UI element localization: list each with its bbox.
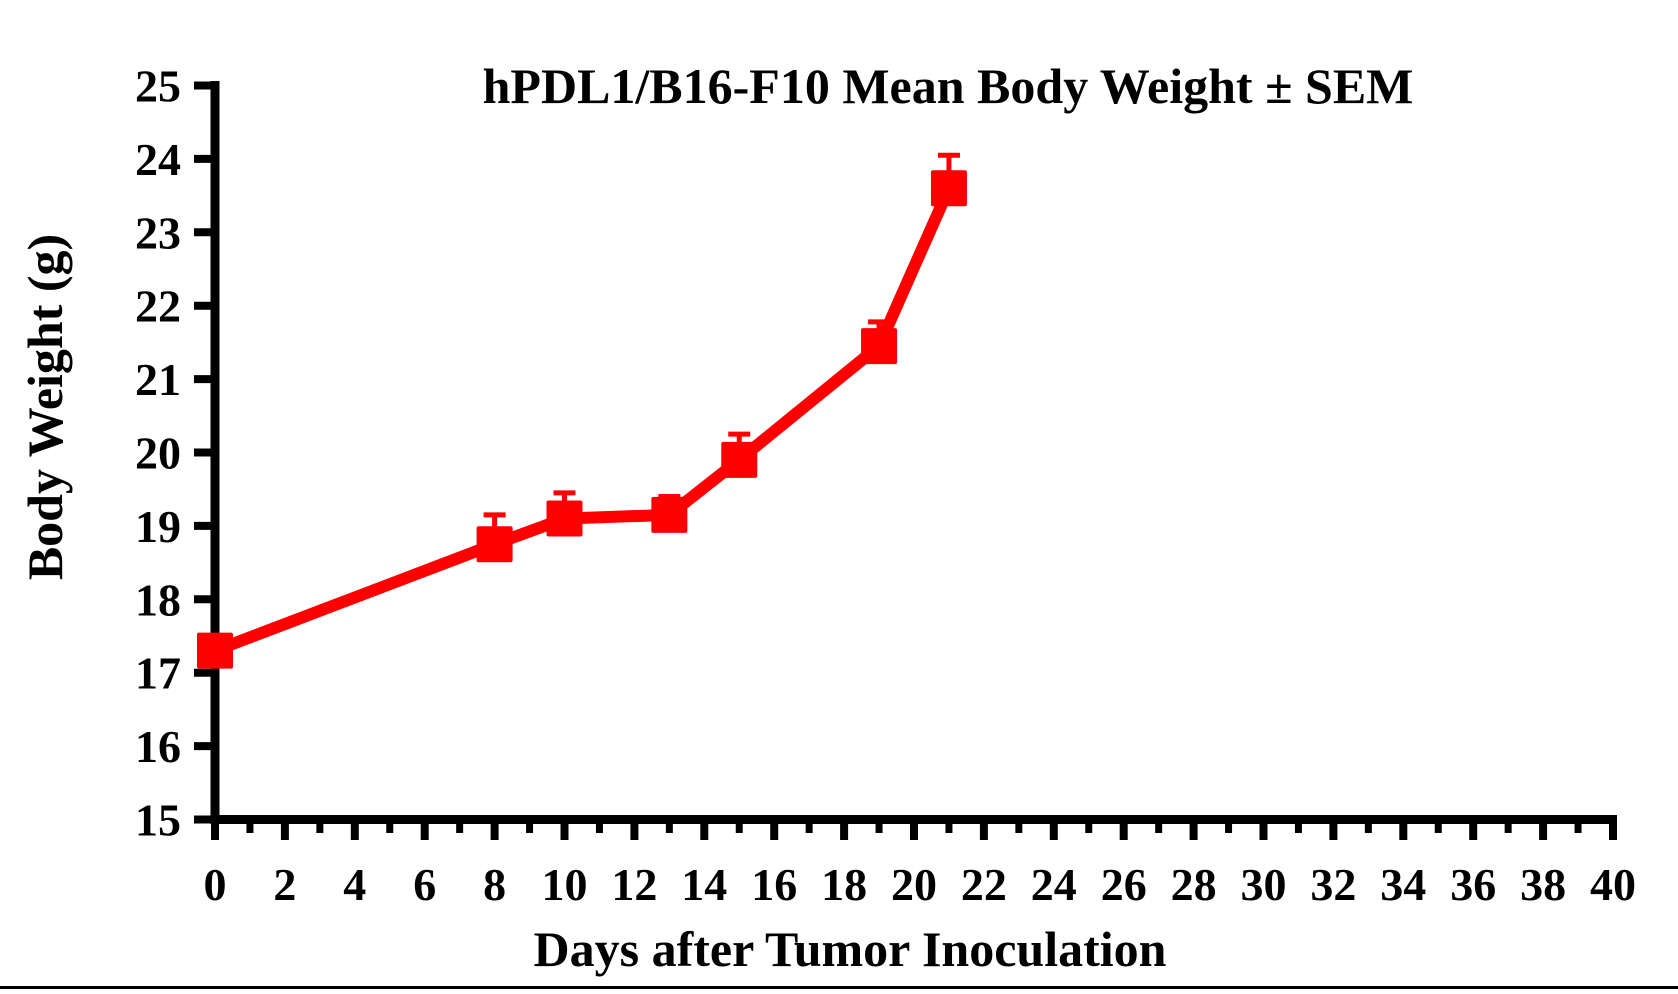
x-tick-label: 14	[681, 859, 727, 910]
data-point-marker	[476, 526, 513, 563]
data-point-marker	[861, 328, 898, 365]
x-tick-label: 20	[891, 859, 937, 910]
y-tick-label: 18	[135, 574, 181, 625]
x-tick-label: 38	[1520, 859, 1566, 910]
x-tick-label: 10	[542, 859, 588, 910]
x-tick-label: 16	[751, 859, 797, 910]
data-point-marker	[651, 496, 688, 533]
y-tick-label: 20	[135, 428, 181, 479]
series-line	[212, 185, 955, 657]
data-point-marker	[197, 632, 233, 669]
x-tick-label: 12	[611, 859, 657, 910]
x-tick-label: 40	[1590, 859, 1636, 910]
y-tick-label: 17	[135, 648, 181, 699]
x-tick-label: 18	[821, 859, 867, 910]
x-tick-label: 8	[483, 859, 506, 910]
y-tick-label: 23	[135, 207, 181, 258]
y-tick-label: 19	[135, 501, 181, 552]
y-axis-title: Body Weight (g)	[17, 234, 73, 580]
x-tick-label: 2	[273, 859, 296, 910]
data-point-marker	[721, 441, 758, 478]
data-line	[212, 185, 955, 657]
x-tick-label: 4	[343, 859, 366, 910]
x-tick-label: 0	[204, 859, 227, 910]
x-tick-label: 30	[1241, 859, 1287, 910]
bottom-border	[0, 986, 1678, 989]
x-axis-title: Days after Tumor Inoculation	[534, 921, 1167, 977]
x-tick-label: 22	[961, 859, 1007, 910]
x-tick-label: 34	[1380, 859, 1426, 910]
y-tick-label: 15	[135, 795, 181, 846]
x-tick-label: 26	[1101, 859, 1147, 910]
data-point-marker	[930, 170, 967, 207]
y-tick-label: 24	[135, 134, 181, 185]
x-tick-label: 28	[1171, 859, 1217, 910]
y-tick-label: 25	[135, 61, 181, 112]
chart-title: hPDL1/B16-F10 Mean Body Weight ± SEM	[483, 58, 1414, 114]
x-tick-label: 6	[413, 859, 436, 910]
data-point-marker	[546, 500, 583, 537]
y-tick-label: 22	[135, 281, 181, 332]
y-tick-label: 16	[135, 721, 181, 772]
x-tick-label: 24	[1031, 859, 1077, 910]
x-tick-label: 32	[1310, 859, 1356, 910]
data-markers	[197, 170, 967, 669]
x-tick-label: 36	[1450, 859, 1496, 910]
y-tick-label: 21	[135, 354, 181, 405]
